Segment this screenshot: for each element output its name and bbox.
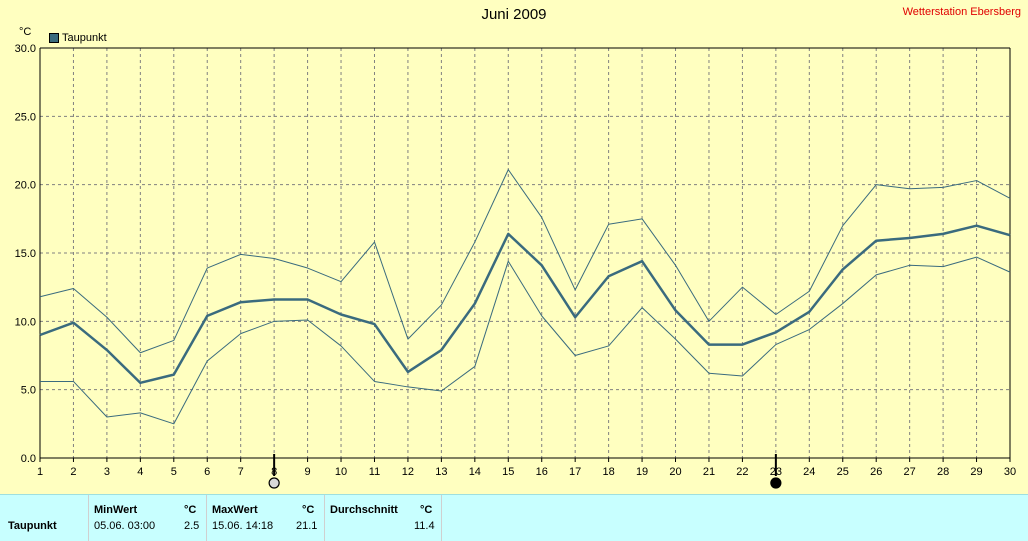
y-tick-label: 0.0: [21, 453, 36, 465]
x-tick-label: 28: [937, 466, 949, 478]
x-tick-label: 3: [104, 466, 110, 478]
stats-divider: [206, 495, 207, 541]
new-moon-icon: [770, 477, 782, 489]
y-tick-label: 5.0: [21, 385, 36, 397]
stats-divider: [441, 495, 442, 541]
stats-max-header: MaxWert: [212, 504, 258, 516]
x-tick-label: 16: [536, 466, 548, 478]
x-tick-label: 24: [803, 466, 815, 478]
stats-avg-header: Durchschnitt: [330, 504, 398, 516]
stats-max-unit: °C: [302, 504, 315, 516]
stats-max-value: 21.1: [296, 520, 318, 532]
legend-label-taupunkt: Taupunkt: [62, 32, 107, 44]
x-tick-label: 12: [402, 466, 414, 478]
y-tick-label: 25.0: [15, 111, 36, 123]
x-tick-label: 2: [70, 466, 76, 478]
grid: [40, 47, 1010, 458]
axes: [39, 47, 1011, 462]
stats-min-time: 05.06. 03:00: [94, 520, 156, 532]
y-tick-label: 30.0: [15, 43, 36, 55]
x-tick-label: 22: [736, 466, 748, 478]
stats-avg-unit: °C: [420, 504, 433, 516]
y-tick-label: 10.0: [15, 316, 36, 328]
series-line-min: [40, 256, 1011, 425]
x-tick-label: 7: [238, 466, 244, 478]
stats-panel: MinWert °C MaxWert °C Durchschnitt °C Ta…: [0, 494, 1028, 541]
chart-area: 0.05.010.015.020.025.030.012345678910111…: [15, 43, 1017, 489]
x-tick-label: 18: [602, 466, 614, 478]
moon-markers: [268, 454, 782, 489]
stats-divider: [88, 495, 89, 541]
chart-title: Juni 2009: [481, 6, 547, 23]
x-tick-label: 5: [171, 466, 177, 478]
x-tick-label: 15: [502, 466, 514, 478]
series-lines: [39, 169, 1011, 425]
x-tick-label: 21: [703, 466, 715, 478]
x-tick-label: 14: [469, 466, 481, 478]
x-tick-label: 9: [305, 466, 311, 478]
tick-labels: 0.05.010.015.020.025.030.012345678910111…: [15, 43, 1017, 478]
stats-min-value: 2.5: [184, 520, 200, 532]
x-tick-label: 10: [335, 466, 347, 478]
x-tick-label: 13: [435, 466, 447, 478]
x-tick-label: 17: [569, 466, 581, 478]
x-tick-label: 25: [837, 466, 849, 478]
plot-background: [40, 48, 1010, 458]
full-moon-icon: [268, 477, 280, 489]
x-tick-label: 20: [669, 466, 681, 478]
x-tick-label: 30: [1004, 466, 1016, 478]
legend-swatch-taupunkt: [49, 33, 59, 43]
x-tick-label: 19: [636, 466, 648, 478]
series-line-max: [39, 169, 1011, 354]
legend: Taupunkt: [49, 32, 107, 44]
stats-min-header: MinWert: [94, 504, 138, 516]
x-tick-label: 1: [37, 466, 43, 478]
stats-divider: [324, 495, 325, 541]
y-tick-label: 15.0: [15, 248, 36, 260]
x-tick-label: 27: [904, 466, 916, 478]
stats-max-time: 15.06. 14:18: [212, 520, 274, 532]
y-tick-label: 20.0: [15, 180, 36, 192]
y-axis-unit: °C: [19, 26, 32, 38]
stats-row-label: Taupunkt: [8, 520, 57, 532]
stats-avg-value: 11.4: [414, 520, 435, 532]
x-tick-label: 4: [137, 466, 143, 478]
x-tick-label: 29: [970, 466, 982, 478]
x-tick-label: 26: [870, 466, 882, 478]
stats-min-unit: °C: [184, 504, 197, 516]
station-name: Wetterstation Ebersberg: [902, 6, 1021, 18]
x-tick-label: 11: [369, 466, 380, 478]
series-line-mean: [39, 224, 1011, 385]
x-tick-label: 6: [204, 466, 210, 478]
